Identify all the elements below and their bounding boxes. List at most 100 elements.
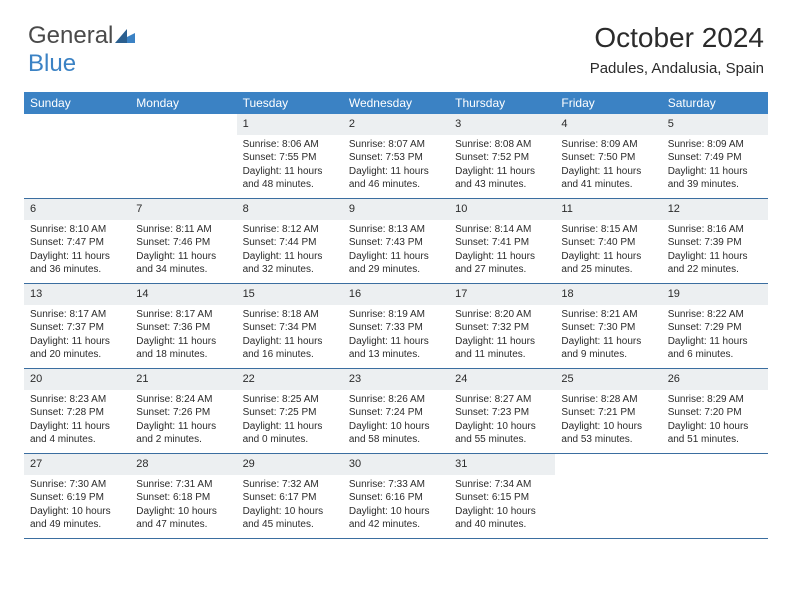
daylight-text: and 51 minutes. (668, 433, 762, 447)
day-cell (662, 454, 768, 538)
day-cell: 13Sunrise: 8:17 AMSunset: 7:37 PMDayligh… (24, 284, 130, 368)
daylight-text: Daylight: 11 hours (30, 335, 124, 349)
daylight-text: and 27 minutes. (455, 263, 549, 277)
day-number: 5 (662, 114, 768, 135)
sunrise-text: Sunrise: 8:19 AM (349, 308, 443, 322)
daylight-text: and 0 minutes. (243, 433, 337, 447)
day-number: 17 (449, 284, 555, 305)
title-block: October 2024 Padules, Andalusia, Spain (590, 22, 764, 77)
day-number: 7 (130, 199, 236, 220)
day-details: Sunrise: 8:25 AMSunset: 7:25 PMDaylight:… (237, 390, 343, 453)
weekday-saturday: Saturday (662, 92, 768, 114)
day-cell: 23Sunrise: 8:26 AMSunset: 7:24 PMDayligh… (343, 369, 449, 453)
day-cell: 21Sunrise: 8:24 AMSunset: 7:26 PMDayligh… (130, 369, 236, 453)
sunset-text: Sunset: 6:17 PM (243, 491, 337, 505)
sunrise-text: Sunrise: 8:12 AM (243, 223, 337, 237)
sunset-text: Sunset: 6:19 PM (30, 491, 124, 505)
day-cell: 15Sunrise: 8:18 AMSunset: 7:34 PMDayligh… (237, 284, 343, 368)
location-label: Padules, Andalusia, Spain (590, 60, 764, 77)
sunset-text: Sunset: 7:44 PM (243, 236, 337, 250)
day-number: 30 (343, 454, 449, 475)
daylight-text: and 22 minutes. (668, 263, 762, 277)
daylight-text: Daylight: 11 hours (136, 250, 230, 264)
logo-sail-icon (115, 30, 135, 47)
daylight-text: Daylight: 11 hours (561, 165, 655, 179)
sunset-text: Sunset: 6:15 PM (455, 491, 549, 505)
daylight-text: Daylight: 11 hours (30, 250, 124, 264)
day-number: 2 (343, 114, 449, 135)
day-cell: 3Sunrise: 8:08 AMSunset: 7:52 PMDaylight… (449, 114, 555, 198)
sunrise-text: Sunrise: 7:34 AM (455, 478, 549, 492)
day-number: 9 (343, 199, 449, 220)
sunset-text: Sunset: 7:40 PM (561, 236, 655, 250)
sunset-text: Sunset: 7:23 PM (455, 406, 549, 420)
day-cell: 20Sunrise: 8:23 AMSunset: 7:28 PMDayligh… (24, 369, 130, 453)
daylight-text: and 4 minutes. (30, 433, 124, 447)
daylight-text: Daylight: 10 hours (349, 420, 443, 434)
day-number: 27 (24, 454, 130, 475)
sunset-text: Sunset: 7:53 PM (349, 151, 443, 165)
daylight-text: and 45 minutes. (243, 518, 337, 532)
day-details: Sunrise: 8:09 AMSunset: 7:50 PMDaylight:… (555, 135, 661, 198)
day-cell: 28Sunrise: 7:31 AMSunset: 6:18 PMDayligh… (130, 454, 236, 538)
calendar-grid: SundayMondayTuesdayWednesdayThursdayFrid… (24, 92, 768, 539)
daylight-text: and 53 minutes. (561, 433, 655, 447)
weekday-header-row: SundayMondayTuesdayWednesdayThursdayFrid… (24, 92, 768, 114)
day-number: 23 (343, 369, 449, 390)
daylight-text: Daylight: 11 hours (243, 250, 337, 264)
day-cell: 10Sunrise: 8:14 AMSunset: 7:41 PMDayligh… (449, 199, 555, 283)
sunset-text: Sunset: 7:36 PM (136, 321, 230, 335)
day-number: 28 (130, 454, 236, 475)
day-cell: 29Sunrise: 7:32 AMSunset: 6:17 PMDayligh… (237, 454, 343, 538)
day-cell (24, 114, 130, 198)
week-row: 13Sunrise: 8:17 AMSunset: 7:37 PMDayligh… (24, 284, 768, 369)
daylight-text: Daylight: 11 hours (136, 420, 230, 434)
day-number: 10 (449, 199, 555, 220)
day-details: Sunrise: 8:27 AMSunset: 7:23 PMDaylight:… (449, 390, 555, 453)
sunset-text: Sunset: 7:39 PM (668, 236, 762, 250)
day-cell: 9Sunrise: 8:13 AMSunset: 7:43 PMDaylight… (343, 199, 449, 283)
daylight-text: and 39 minutes. (668, 178, 762, 192)
daylight-text: Daylight: 10 hours (243, 505, 337, 519)
daylight-text: Daylight: 11 hours (349, 250, 443, 264)
sunrise-text: Sunrise: 8:27 AM (455, 393, 549, 407)
sunset-text: Sunset: 7:30 PM (561, 321, 655, 335)
daylight-text: Daylight: 11 hours (668, 165, 762, 179)
daylight-text: and 40 minutes. (455, 518, 549, 532)
daylight-text: Daylight: 11 hours (455, 335, 549, 349)
day-details: Sunrise: 7:31 AMSunset: 6:18 PMDaylight:… (130, 475, 236, 538)
sunset-text: Sunset: 7:41 PM (455, 236, 549, 250)
sunrise-text: Sunrise: 8:20 AM (455, 308, 549, 322)
sunrise-text: Sunrise: 8:07 AM (349, 138, 443, 152)
day-cell: 16Sunrise: 8:19 AMSunset: 7:33 PMDayligh… (343, 284, 449, 368)
day-details: Sunrise: 8:17 AMSunset: 7:37 PMDaylight:… (24, 305, 130, 368)
daylight-text: Daylight: 11 hours (561, 250, 655, 264)
daylight-text: and 58 minutes. (349, 433, 443, 447)
day-details: Sunrise: 8:12 AMSunset: 7:44 PMDaylight:… (237, 220, 343, 283)
sunrise-text: Sunrise: 8:28 AM (561, 393, 655, 407)
daylight-text: Daylight: 11 hours (349, 165, 443, 179)
sunrise-text: Sunrise: 8:22 AM (668, 308, 762, 322)
daylight-text: Daylight: 11 hours (668, 335, 762, 349)
day-details: Sunrise: 7:30 AMSunset: 6:19 PMDaylight:… (24, 475, 130, 538)
sunset-text: Sunset: 7:33 PM (349, 321, 443, 335)
daylight-text: and 46 minutes. (349, 178, 443, 192)
sunrise-text: Sunrise: 8:24 AM (136, 393, 230, 407)
day-number: 1 (237, 114, 343, 135)
day-details: Sunrise: 8:06 AMSunset: 7:55 PMDaylight:… (237, 135, 343, 198)
sunset-text: Sunset: 7:20 PM (668, 406, 762, 420)
weekday-friday: Friday (555, 92, 661, 114)
sunset-text: Sunset: 7:37 PM (30, 321, 124, 335)
sunset-text: Sunset: 7:47 PM (30, 236, 124, 250)
daylight-text: and 6 minutes. (668, 348, 762, 362)
sunrise-text: Sunrise: 8:17 AM (136, 308, 230, 322)
day-cell: 12Sunrise: 8:16 AMSunset: 7:39 PMDayligh… (662, 199, 768, 283)
day-details: Sunrise: 8:11 AMSunset: 7:46 PMDaylight:… (130, 220, 236, 283)
day-details: Sunrise: 8:10 AMSunset: 7:47 PMDaylight:… (24, 220, 130, 283)
sunrise-text: Sunrise: 7:31 AM (136, 478, 230, 492)
day-cell: 27Sunrise: 7:30 AMSunset: 6:19 PMDayligh… (24, 454, 130, 538)
sunset-text: Sunset: 6:18 PM (136, 491, 230, 505)
day-cell (555, 454, 661, 538)
day-details: Sunrise: 8:24 AMSunset: 7:26 PMDaylight:… (130, 390, 236, 453)
sunset-text: Sunset: 7:26 PM (136, 406, 230, 420)
